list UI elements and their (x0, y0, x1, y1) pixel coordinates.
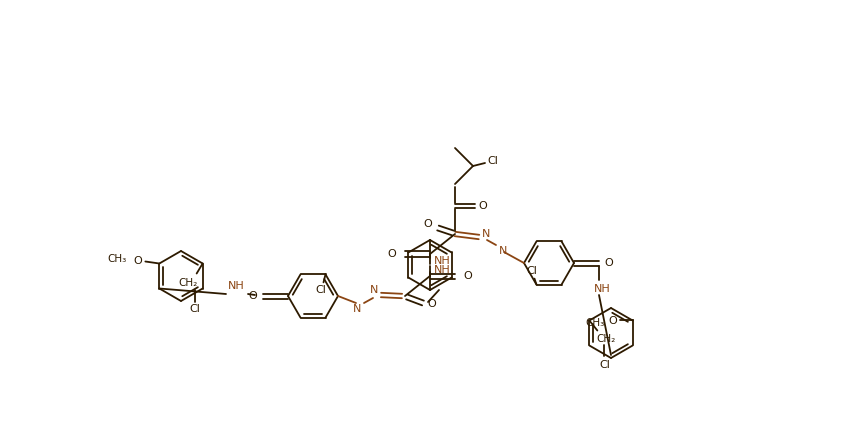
Text: Cl: Cl (189, 304, 200, 314)
Text: O: O (464, 271, 472, 281)
Text: O: O (387, 249, 397, 259)
Text: Cl: Cl (488, 156, 498, 166)
Text: O: O (133, 255, 141, 266)
Text: CH₂: CH₂ (597, 334, 616, 344)
Text: Cl: Cl (315, 285, 326, 295)
Text: N: N (353, 304, 361, 314)
Text: N: N (482, 229, 490, 239)
Text: O: O (608, 316, 617, 326)
Text: NH: NH (227, 281, 244, 291)
Text: NH: NH (434, 265, 450, 275)
Text: O: O (605, 258, 613, 268)
Text: CH₂: CH₂ (178, 279, 197, 289)
Text: Cl: Cl (526, 266, 537, 276)
Text: NH: NH (434, 256, 450, 266)
Text: O: O (248, 291, 258, 301)
Text: CH₃: CH₃ (108, 253, 127, 263)
Text: CH₃: CH₃ (585, 317, 605, 327)
Text: N: N (498, 246, 507, 256)
Text: Cl: Cl (599, 360, 610, 369)
Text: O: O (428, 299, 436, 309)
Text: N: N (370, 285, 378, 295)
Text: NH: NH (594, 284, 610, 294)
Text: O: O (424, 219, 433, 229)
Text: O: O (478, 201, 488, 211)
